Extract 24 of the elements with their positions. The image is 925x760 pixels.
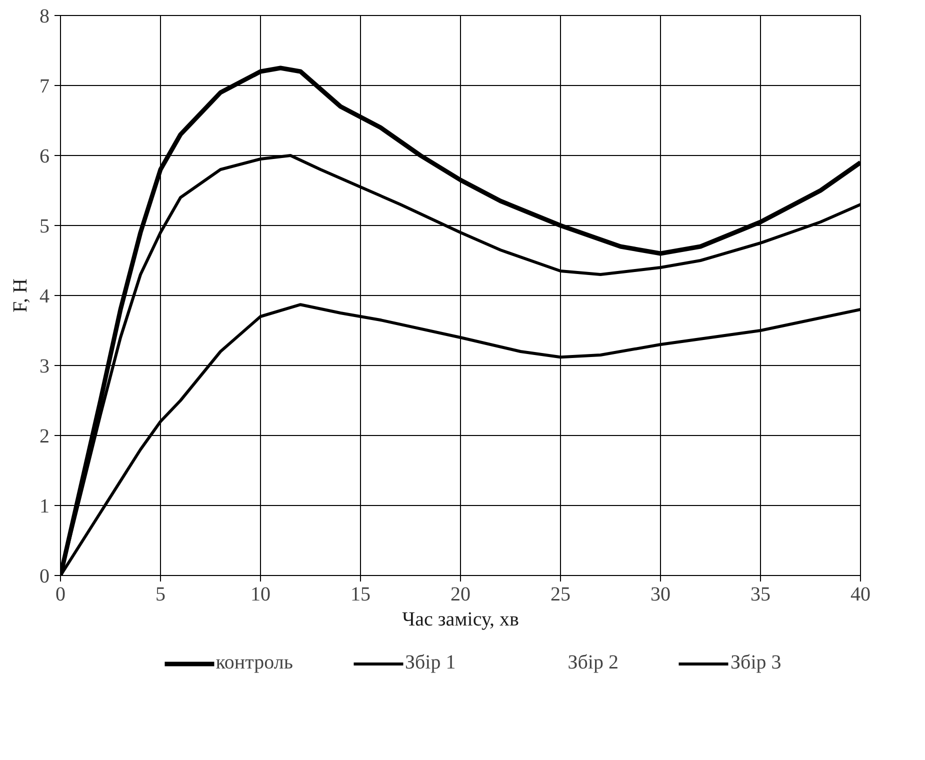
x-tick-label: 25 <box>550 584 570 606</box>
y-tick-label: 6 <box>40 146 50 168</box>
y-tick-label: 2 <box>40 426 50 448</box>
y-tick-label: 8 <box>40 6 50 28</box>
x-axis-title: Час замісу, хв <box>402 608 519 630</box>
legend-label: Збір 3 <box>730 652 782 674</box>
x-tick-label: 30 <box>650 584 670 606</box>
x-tick-label: 5 <box>156 584 166 606</box>
y-tick-label: 0 <box>40 566 50 588</box>
y-tick-label: 5 <box>40 216 50 238</box>
x-tick-label: 10 <box>250 584 270 606</box>
x-tick-label: 20 <box>450 584 470 606</box>
text: Збір 2 <box>568 652 618 674</box>
y-tick-label: 4 <box>40 286 50 308</box>
legend-label: контроль <box>216 652 293 674</box>
x-tick-label: 35 <box>750 584 770 606</box>
y-tick-label: 7 <box>40 76 50 98</box>
x-tick-label: 40 <box>850 584 870 606</box>
y-tick-label: 1 <box>40 496 50 518</box>
y-tick-label: 3 <box>40 356 50 378</box>
legend-label: Збір 1 <box>404 652 456 674</box>
x-tick-label: 0 <box>56 584 66 606</box>
y-axis-title: F, Н <box>10 278 32 312</box>
x-tick-label: 15 <box>350 584 370 606</box>
